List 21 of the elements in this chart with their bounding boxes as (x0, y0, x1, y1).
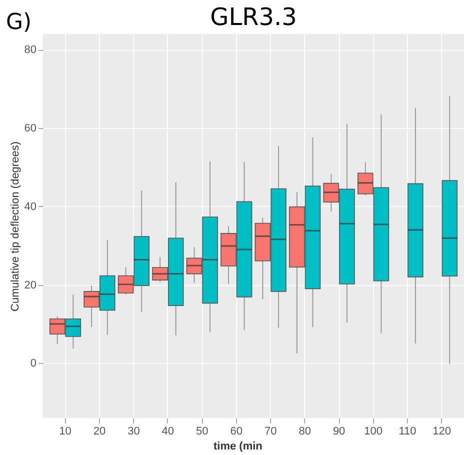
y-axis-title: Cumulative tip deflection (degrees) (9, 142, 22, 312)
x-tick-label: 100 (364, 426, 382, 438)
x-tick-label: 60 (230, 426, 243, 438)
y-tick-label: 60 (24, 122, 36, 135)
x-tick-label: 40 (162, 426, 174, 438)
x-axis-title: time (min (214, 440, 263, 452)
x-tick-label: 110 (398, 426, 416, 438)
x-tick-label: 50 (196, 426, 208, 438)
text: G) (6, 10, 32, 35)
y-tick-label: 0 (30, 358, 36, 370)
x-tick-label: 30 (128, 426, 140, 438)
y-tick-label: 20 (24, 279, 36, 292)
y-tick-label: 80 (24, 44, 36, 56)
y-tick-label: 40 (24, 200, 36, 213)
x-tick-label: 20 (93, 426, 106, 438)
x-tick-label: 10 (59, 426, 72, 438)
x-tick-label: 90 (332, 426, 346, 438)
chart-title: GLR3.3 (210, 3, 297, 31)
x-tick-label: 80 (298, 426, 311, 438)
x-tick-label: 70 (264, 426, 277, 438)
x-tick-label: 120 (432, 426, 451, 438)
